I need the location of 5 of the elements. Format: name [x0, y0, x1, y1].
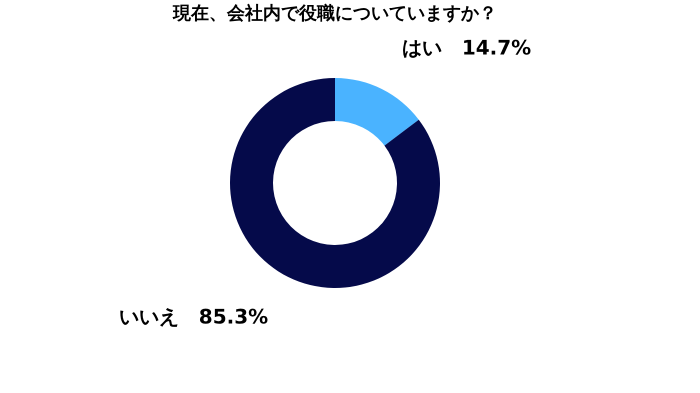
slice-label: はい 14.7% — [402, 36, 532, 60]
donut-slice — [230, 78, 440, 288]
chart-title: 現在、会社内で役職についていますか？ — [172, 3, 497, 24]
slice-label: いいえ 85.3% — [118, 304, 268, 328]
donut-slice — [335, 78, 419, 146]
